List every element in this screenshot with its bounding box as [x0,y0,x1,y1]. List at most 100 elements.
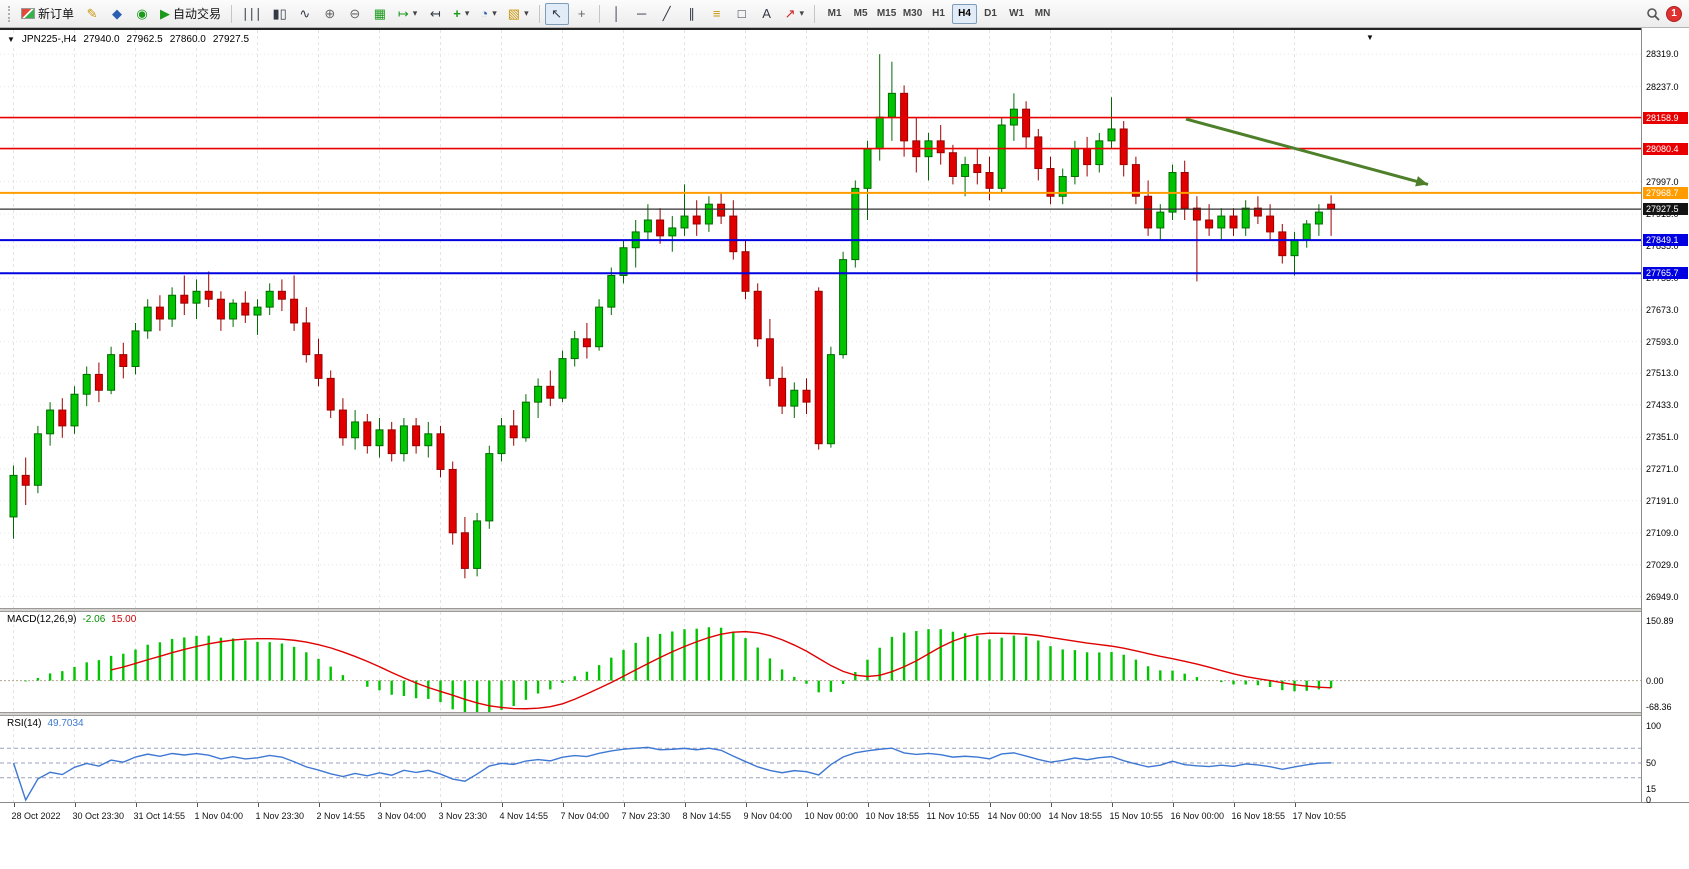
auto-trading-button[interactable]: ▶ 自动交易 [155,3,226,25]
candle-body [180,294,189,304]
candlestick-chart-icon: ▮▯ [272,6,287,21]
candle-body [643,219,652,233]
time-axis-label: 7 Nov 04:00 [560,811,610,821]
price-chart-pane[interactable]: ▼ JPN225-,H4 27940.0 27962.5 27860.0 279… [0,28,1641,608]
symbol-period-label: JPN225-,H4 [21,34,77,45]
text-label-button[interactable]: A [755,3,779,25]
templates-caret-icon[interactable]: ▾ [524,8,529,18]
timeframe-h4-button[interactable]: H4 [952,3,978,24]
time-axis-label: 3 Nov 23:30 [438,811,488,821]
line-chart-icon: ∿ [299,6,311,21]
candle-body [887,92,896,118]
horizontal-level-lines[interactable] [0,116,1641,275]
candle-body [290,298,299,324]
open-value: 27940.0 [83,34,120,45]
indicators-button[interactable]: + ▾ [448,3,474,25]
candlestick-chart-button[interactable]: ▮▯ [268,3,292,25]
price-scale[interactable]: 28319.028237.027997.027915.027835.027753… [1641,28,1689,805]
chart-title: ▼ JPN225-,H4 27940.0 27962.5 27860.0 279… [5,34,252,45]
price-scale-label: 27997.0 [1646,176,1679,187]
candle-body [961,164,970,177]
indicators-caret-icon[interactable]: ▾ [464,8,470,18]
rsi-scale-label: 15 [1646,783,1657,794]
candle-body [1083,148,1092,166]
auto-scroll-icon: ↦ [397,6,409,21]
notification-badge[interactable]: 1 [1666,5,1682,22]
bar-chart-icon: ∣∣∣ [242,6,262,21]
collapse-icon[interactable]: ▼ [7,35,15,44]
price-badge: 28158.9 [1643,111,1688,124]
candle-body [839,259,848,356]
candle-body [997,124,1006,189]
auto-trading-icon: ▶ [160,6,171,21]
templates-button[interactable]: ▧ ▾ [503,3,534,25]
macd-label: MACD(12,26,9) [7,614,77,625]
candle-body [1278,231,1287,257]
zoom-out-icon: ⊖ [349,6,361,21]
price-scale-label: 27593.0 [1646,336,1679,347]
candle-body [82,373,91,395]
metaeditor-button[interactable]: ✎ [80,3,104,25]
search-button[interactable] [1641,3,1665,25]
timeframe-d1-button[interactable]: D1 [978,4,1003,24]
crosshair-button[interactable]: + [570,3,594,25]
timeframe-m30-button[interactable]: M30 [900,4,925,24]
new-order-button[interactable]: 新订单 [16,3,79,25]
auto-scroll-button[interactable]: ↦ ▾ [393,3,422,25]
market-button[interactable]: ◆ [105,3,129,25]
candle-body [704,203,713,225]
price-badge: 28080.4 [1643,142,1688,155]
pane-splitter[interactable] [0,608,1689,612]
arrow-tools-button[interactable]: ↗ ▾ [780,3,809,25]
timeframe-m1-button[interactable]: M1 [822,4,847,24]
new-order-icon [21,8,35,19]
horizontal-line-button[interactable]: ─ [630,3,654,25]
zoom-out-button[interactable]: ⊖ [343,3,367,25]
tile-windows-button[interactable]: ▦ [368,3,392,25]
candle-body [131,330,140,368]
periods-caret-icon[interactable]: ▾ [492,8,497,18]
timeframe-mn-button[interactable]: MN [1030,4,1055,24]
rsi-label: RSI(14) [7,718,42,729]
channel-button[interactable]: ∥ [680,3,704,25]
arrow-tools-caret-icon[interactable]: ▾ [799,8,805,18]
candle-body [1034,136,1043,170]
indicators-icon: + [453,6,461,21]
price-scale-label: 27109.0 [1646,528,1679,539]
trendline-button[interactable]: ╱ [655,3,679,25]
candle-body [1046,168,1055,197]
cursor-button[interactable]: ↖ [544,2,569,25]
time-axis-label: 8 Nov 14:55 [682,811,732,821]
periods-button[interactable]: ◔ ▾ [475,3,501,25]
candle-body [521,401,530,439]
time-axis-label: 16 Nov 18:55 [1231,811,1286,821]
macd-pane[interactable]: MACD(12,26,9) -2.06 15.00 [0,612,1641,712]
zoom-in-button[interactable]: ⊕ [318,3,342,25]
toolbar-separator [538,4,540,23]
time-axis-tick [1050,803,1052,807]
time-axis[interactable]: 28 Oct 2022 30 Oct 23:30 31 Oct 14:55 1 Nov… [0,802,1689,832]
trend-arrow[interactable] [1185,117,1429,187]
time-axis-tick [745,803,747,807]
candle-body [1205,219,1214,229]
timeframe-m15-button[interactable]: M15 [874,4,899,24]
macd-chart [0,612,1641,712]
chart-shift-marker[interactable]: ▼ [1366,33,1374,42]
rsi-pane[interactable]: RSI(14) 49.7034 [0,716,1641,802]
timeframe-w1-button[interactable]: W1 [1004,4,1029,24]
rsi-scale-label: 100 [1646,721,1662,731]
line-chart-button[interactable]: ∿ [293,3,317,25]
community-button[interactable]: ◉ [130,3,154,25]
bar-chart-button[interactable]: ∣∣∣ [237,3,267,25]
shapes-button[interactable]: □ [730,3,754,25]
pane-splitter[interactable] [0,712,1689,716]
timeframe-m5-button[interactable]: M5 [848,4,873,24]
candle-body [302,322,311,356]
chart-shift-button[interactable]: ↤ [423,3,447,25]
auto-scroll-caret-icon[interactable]: ▾ [412,8,418,18]
candle-body [851,187,860,261]
vertical-line-button[interactable]: │ [605,3,629,25]
fibonacci-button[interactable]: ≡ [705,3,729,25]
timeframe-h1-button[interactable]: H1 [926,4,951,24]
price-badge: 27765.7 [1643,267,1688,280]
